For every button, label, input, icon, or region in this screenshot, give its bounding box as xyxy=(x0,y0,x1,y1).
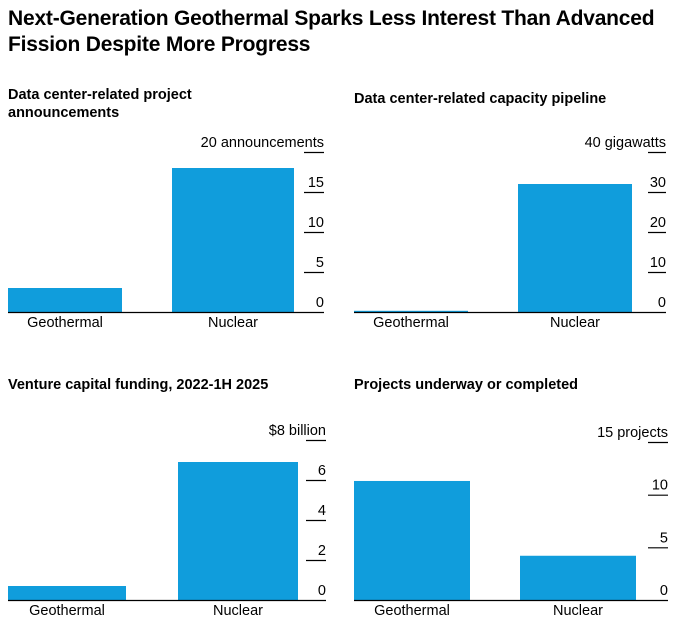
chart-panel-announcements: Data center-related project announcement… xyxy=(8,86,330,336)
bar-nuclear xyxy=(520,555,636,600)
chart-title: Data center-related project announcement… xyxy=(8,87,192,121)
chart-venture: Geothermal Nuclear 0 2 4 6 $8 billion xyxy=(8,423,326,619)
bar-geothermal xyxy=(354,480,470,600)
chart-panel-capacity: Data center-related capacity pipeline Ge… xyxy=(354,90,672,336)
category-label: Nuclear xyxy=(550,315,600,331)
category-label: Nuclear xyxy=(208,315,258,331)
chart-title: Venture capital funding, 2022-1H 2025 xyxy=(8,377,269,393)
chart-title: Projects underway or completed xyxy=(354,377,579,393)
y-tick-label: 5 xyxy=(660,530,668,546)
y-tick-label: $8 billion xyxy=(269,423,326,439)
y-tick-label: 20 xyxy=(650,215,666,231)
y-tick-label: 0 xyxy=(658,295,666,311)
y-tick-label: 30 xyxy=(650,175,666,191)
chart-panel-projects: Projects underway or completed Geotherma… xyxy=(354,376,672,624)
category-label: Geothermal xyxy=(29,603,105,619)
y-tick-label: 6 xyxy=(318,463,326,479)
category-label: Geothermal xyxy=(27,315,103,331)
y-tick-label: 15 xyxy=(308,175,324,191)
bar-geothermal xyxy=(8,586,126,600)
chart-title: Data center-related capacity pipeline xyxy=(354,91,607,107)
chart-announcements: Geothermal Nuclear 0 5 10 15 20 announcements xyxy=(8,135,324,331)
y-tick-label: 10 xyxy=(652,478,668,494)
y-tick-label: 20 announcements xyxy=(201,135,324,151)
category-label: Nuclear xyxy=(553,603,603,619)
bar-geothermal xyxy=(354,310,468,312)
bar-geothermal xyxy=(8,288,122,312)
y-tick-label: 5 xyxy=(316,255,324,271)
bar-nuclear xyxy=(518,184,632,312)
y-tick-label: 4 xyxy=(318,503,326,519)
y-tick-label: 0 xyxy=(318,583,326,599)
y-tick-label: 10 xyxy=(308,215,324,231)
category-label: Geothermal xyxy=(374,603,450,619)
y-tick-label: 0 xyxy=(316,295,324,311)
y-tick-label: 2 xyxy=(318,543,326,559)
chart-capacity: Geothermal Nuclear 0 10 20 30 40 gigawatts xyxy=(354,135,666,331)
bar-nuclear xyxy=(178,462,298,600)
bar-nuclear xyxy=(172,168,294,312)
y-tick-label: 10 xyxy=(650,255,666,271)
y-tick-label: 40 gigawatts xyxy=(585,135,666,151)
chart-projects: Geothermal Nuclear 0 5 10 15 projects xyxy=(354,425,668,619)
y-tick-label: 15 projects xyxy=(597,425,668,441)
chart-panel-venture: Venture capital funding, 2022-1H 2025 Ge… xyxy=(8,376,330,624)
y-tick-label: 0 xyxy=(660,583,668,599)
category-label: Nuclear xyxy=(213,603,263,619)
category-label: Geothermal xyxy=(373,315,449,331)
main-title: Next-Generation Geothermal Sparks Less I… xyxy=(8,7,655,56)
